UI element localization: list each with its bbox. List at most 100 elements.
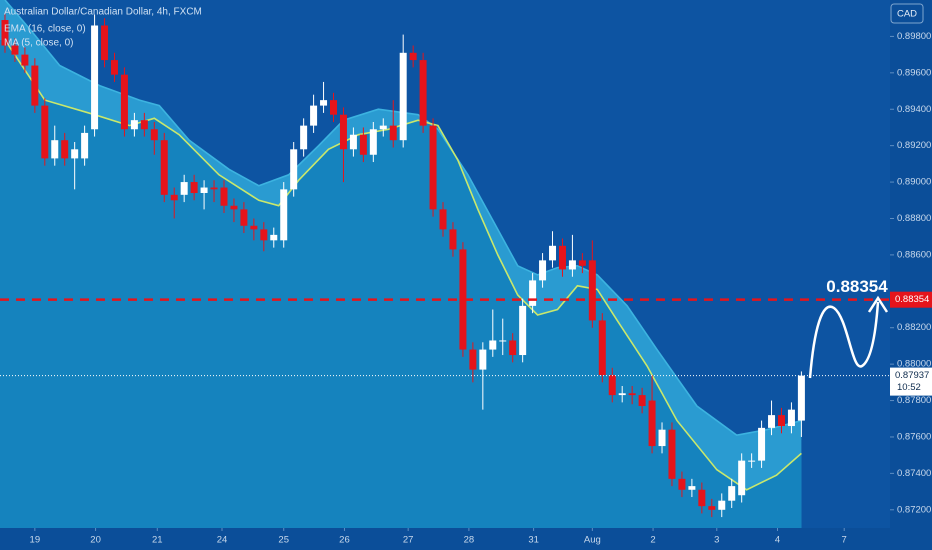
candle-body xyxy=(290,149,298,190)
y-tick-label: 0.89600 xyxy=(897,67,931,78)
x-tick-label: 31 xyxy=(528,535,539,546)
candle-body xyxy=(578,260,586,266)
x-tick-label: 2 xyxy=(650,535,655,546)
candle-body xyxy=(120,74,128,130)
candle-body xyxy=(638,395,646,407)
candle-body xyxy=(748,460,756,462)
candle-body xyxy=(160,140,168,195)
candle-body xyxy=(598,320,606,376)
candle-body xyxy=(419,60,427,126)
y-tick-label: 0.89200 xyxy=(897,140,931,151)
candle-body xyxy=(618,393,626,396)
y-tick-label: 0.87600 xyxy=(897,431,931,442)
x-tick-label: 24 xyxy=(217,535,228,546)
candle-body xyxy=(797,375,805,421)
chart-title: Australian Dollar/Canadian Dollar, 4h, F… xyxy=(4,7,202,18)
legend-entry: EMA (16, close, 0) xyxy=(4,24,86,35)
x-tick-label: 25 xyxy=(278,535,289,546)
candle-body xyxy=(31,65,39,106)
candle-body xyxy=(190,182,198,193)
candle-body xyxy=(369,129,377,155)
candle-body xyxy=(210,187,218,190)
candle-body xyxy=(41,105,49,159)
x-tick-label: 28 xyxy=(464,535,475,546)
arrow-head xyxy=(867,295,889,313)
candle-body xyxy=(777,415,785,427)
candle-body xyxy=(648,400,656,447)
x-tick-label: 7 xyxy=(842,535,847,546)
candle-body xyxy=(130,120,138,130)
candle-body xyxy=(509,340,517,356)
candle-body xyxy=(529,280,537,306)
candle-body xyxy=(180,182,188,195)
candle-body xyxy=(110,60,118,75)
candle-body xyxy=(409,52,417,61)
candle-body xyxy=(658,429,666,447)
currency-label[interactable]: CAD xyxy=(897,9,917,20)
candle-body xyxy=(479,349,487,370)
y-tick-label: 0.87800 xyxy=(897,395,931,406)
y-tick-label: 0.88800 xyxy=(897,213,931,224)
candle-body xyxy=(738,460,746,496)
price-tag-label: 0.87937 xyxy=(895,370,929,381)
candle-body xyxy=(300,125,308,150)
candle-body xyxy=(728,486,736,501)
candle-body xyxy=(708,506,716,510)
y-tick-label: 0.88000 xyxy=(897,359,931,370)
price-tag-label: 0.88354 xyxy=(895,294,929,305)
candle-body xyxy=(668,429,676,479)
candle-body xyxy=(330,100,338,115)
candle-body xyxy=(1,20,9,46)
candle-body xyxy=(519,305,527,356)
candle-body xyxy=(81,132,89,159)
candle-body xyxy=(250,225,258,230)
candle-body xyxy=(21,54,29,66)
candle-body xyxy=(200,187,208,193)
candle-body xyxy=(389,125,397,141)
y-tick-label: 0.88600 xyxy=(897,249,931,260)
candle-body xyxy=(718,500,726,510)
candle-body xyxy=(339,114,347,150)
indicator-area xyxy=(0,40,802,528)
x-tick-label: 26 xyxy=(339,535,350,546)
candle-body xyxy=(150,129,158,141)
y-tick-label: 0.88200 xyxy=(897,322,931,333)
y-tick-label: 0.89400 xyxy=(897,104,931,115)
candle-body xyxy=(220,187,228,206)
candle-body xyxy=(280,189,288,241)
x-tick-label: 20 xyxy=(90,535,101,546)
candle-body xyxy=(449,229,457,250)
candle-body xyxy=(140,120,148,130)
candle-body xyxy=(359,134,367,155)
y-tick-label: 0.87200 xyxy=(897,504,931,515)
candle-body xyxy=(11,45,19,55)
drawn-arrow xyxy=(808,301,880,379)
y-tick-label: 0.89000 xyxy=(897,177,931,188)
candle-body xyxy=(688,486,696,490)
annotation: 0.88354 xyxy=(826,277,888,296)
candle-body xyxy=(260,229,268,241)
candle-body xyxy=(628,393,636,396)
candle-body xyxy=(499,340,507,342)
candle-body xyxy=(170,194,178,201)
candle-body xyxy=(91,25,99,130)
price-tag xyxy=(890,291,932,308)
currency-button[interactable] xyxy=(890,3,924,24)
candle-body xyxy=(429,125,437,210)
candle-body xyxy=(459,249,467,350)
price-tag xyxy=(890,367,932,396)
x-tick-label: 3 xyxy=(714,535,719,546)
candle-body xyxy=(588,260,596,321)
candle-body xyxy=(61,140,69,159)
candle-body xyxy=(379,125,387,130)
candle-body xyxy=(310,105,318,126)
candle-body xyxy=(51,140,59,159)
candle-body xyxy=(101,25,109,61)
candle-body xyxy=(230,205,238,210)
x-tick-label: 19 xyxy=(30,535,41,546)
candle-body xyxy=(439,209,447,230)
legend-entry: MA (5, close, 0) xyxy=(4,38,73,49)
candle-body xyxy=(787,409,795,427)
countdown-label: 10:52 xyxy=(897,382,921,393)
